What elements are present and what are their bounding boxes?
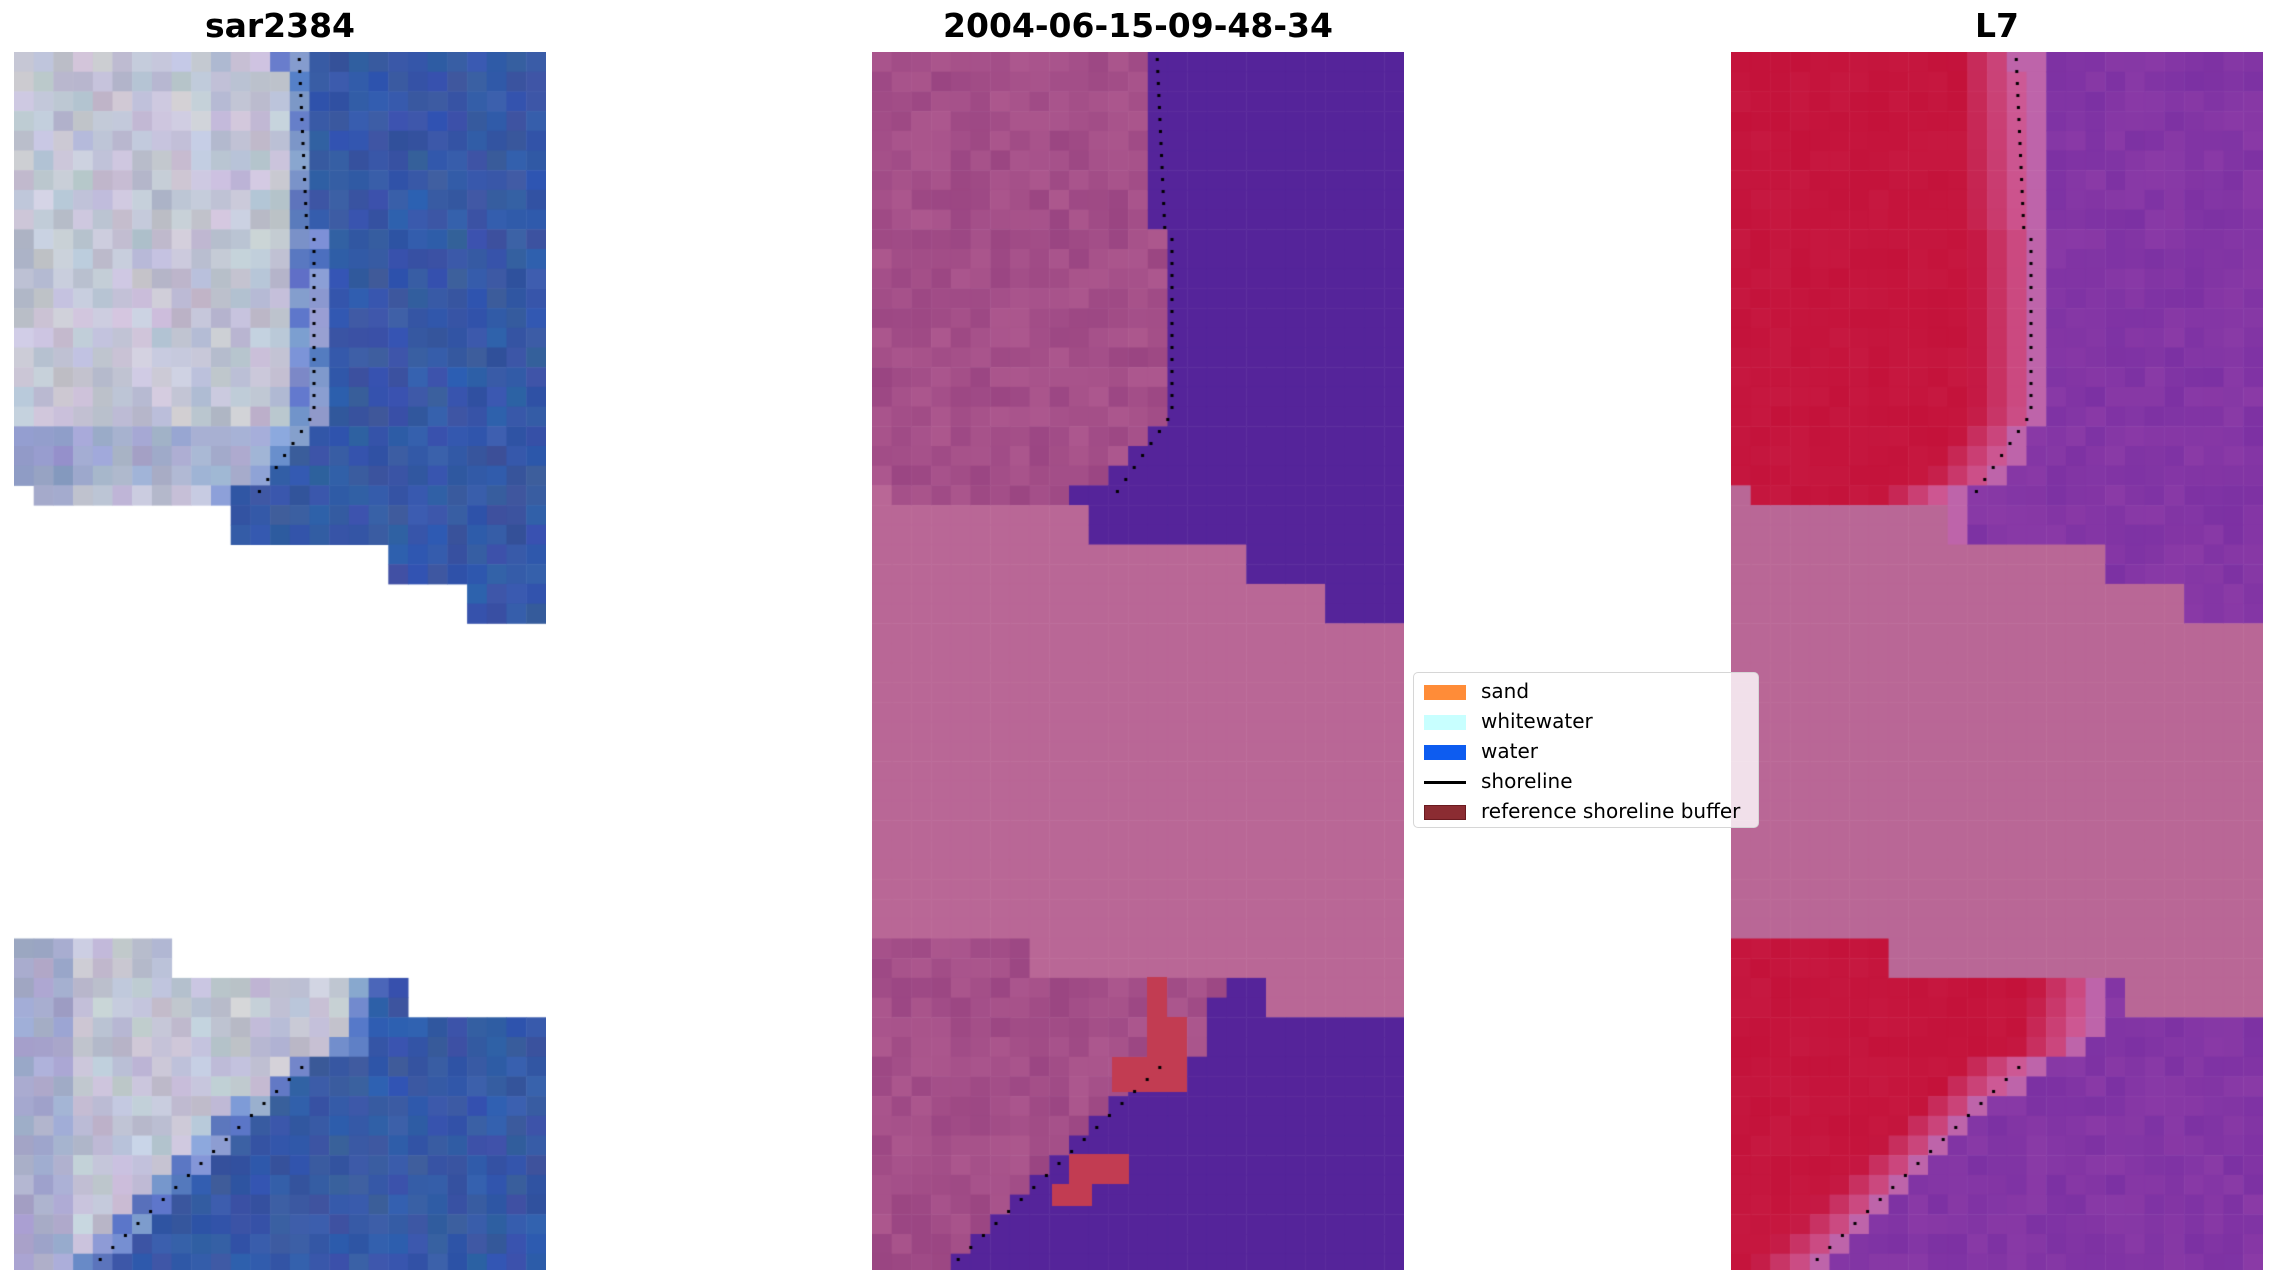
legend-item-whitewater: whitewater	[1414, 707, 1758, 735]
legend-label-whitewater: whitewater	[1481, 709, 1593, 733]
legend-label-sand: sand	[1481, 679, 1530, 703]
index-image-panel	[1731, 52, 2263, 1270]
panel-title-index: L7	[1975, 6, 2019, 45]
legend-item-water: water	[1414, 737, 1758, 765]
classified-image-panel	[872, 52, 1404, 1270]
panel-title-classified: 2004-06-15-09-48-34	[943, 6, 1333, 45]
legend-item-shoreline: shoreline	[1414, 767, 1758, 795]
legend-label-reference-buffer: reference shoreline buffer	[1481, 799, 1741, 823]
index-image	[1731, 52, 2263, 1270]
reference-buffer-swatch	[1424, 805, 1466, 820]
water-swatch	[1424, 745, 1466, 760]
classified-image	[872, 52, 1404, 1270]
legend: sand whitewater water shoreline referenc…	[1413, 672, 1759, 828]
panel-title-rgb: sar2384	[204, 6, 356, 45]
shoreline-line-icon	[1424, 781, 1466, 784]
legend-item-sand: sand	[1414, 677, 1758, 705]
legend-item-reference-buffer: reference shoreline buffer	[1414, 797, 1758, 825]
legend-label-shoreline: shoreline	[1481, 769, 1573, 793]
rgb-image	[14, 52, 546, 1270]
rgb-image-panel	[14, 52, 546, 1270]
sand-swatch	[1424, 685, 1466, 700]
whitewater-swatch	[1424, 715, 1466, 730]
legend-label-water: water	[1481, 739, 1538, 763]
